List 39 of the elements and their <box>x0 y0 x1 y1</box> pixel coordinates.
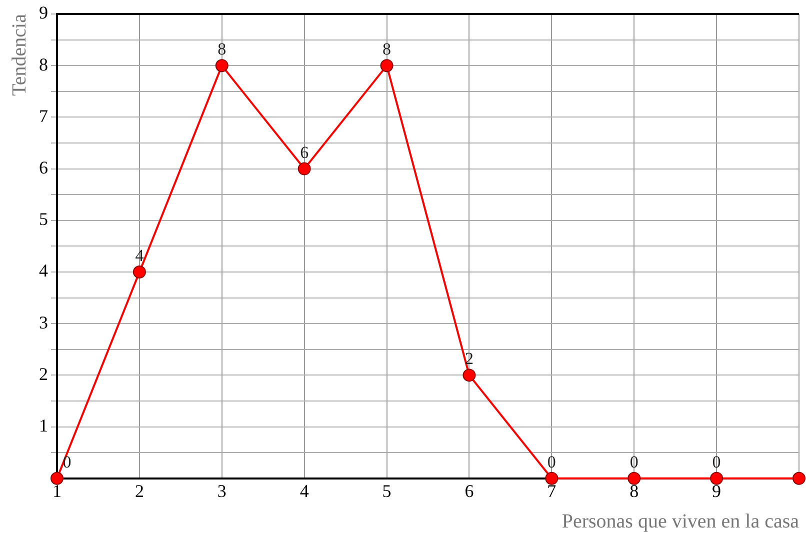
data-label: 8 <box>382 40 392 59</box>
y-tick-label: 5 <box>39 209 48 230</box>
data-label: 0 <box>712 452 721 472</box>
data-label: 8 <box>218 40 226 59</box>
x-tick-label: 4 <box>300 480 309 501</box>
point <box>132 266 146 278</box>
x-tick-label: 1 <box>52 480 62 501</box>
data-label: 4 <box>135 246 144 265</box>
point <box>462 368 476 382</box>
point <box>50 472 64 485</box>
y-tick-label: 4 <box>39 260 48 281</box>
data-label: 2 <box>464 349 474 368</box>
y-tick-label: 2 <box>39 364 48 384</box>
point <box>710 472 724 485</box>
y-tick-label: 8 <box>39 54 48 74</box>
x-tick-label: 5 <box>382 480 392 501</box>
x-tick-label: 7 <box>547 480 556 501</box>
y-tick-label: 1 <box>39 416 48 436</box>
data-label: 6 <box>300 142 309 162</box>
y-tick-label: 7 <box>39 106 48 126</box>
x-tick-label: 8 <box>630 480 639 501</box>
point <box>545 472 558 485</box>
x-tick-label: 3 <box>217 480 226 501</box>
data-label: 0 <box>547 452 556 472</box>
x-tick-label: 2 <box>134 480 144 501</box>
x-tick-label: 6 <box>464 480 474 501</box>
x-axis-title: Personas que viven en la casa <box>562 510 800 532</box>
y-tick-label: 9 <box>39 2 48 23</box>
y-tick-label: 3 <box>39 312 48 332</box>
x-tick-label: 9 <box>712 480 722 501</box>
point <box>380 59 394 72</box>
point <box>215 59 228 72</box>
point <box>792 472 806 485</box>
point <box>298 162 311 176</box>
y-axis-title: Tendencia <box>8 14 30 96</box>
data-label: 0 <box>62 452 72 472</box>
y-tick-label: 6 <box>39 158 48 178</box>
point <box>628 472 641 485</box>
data-label: 0 <box>630 452 638 472</box>
